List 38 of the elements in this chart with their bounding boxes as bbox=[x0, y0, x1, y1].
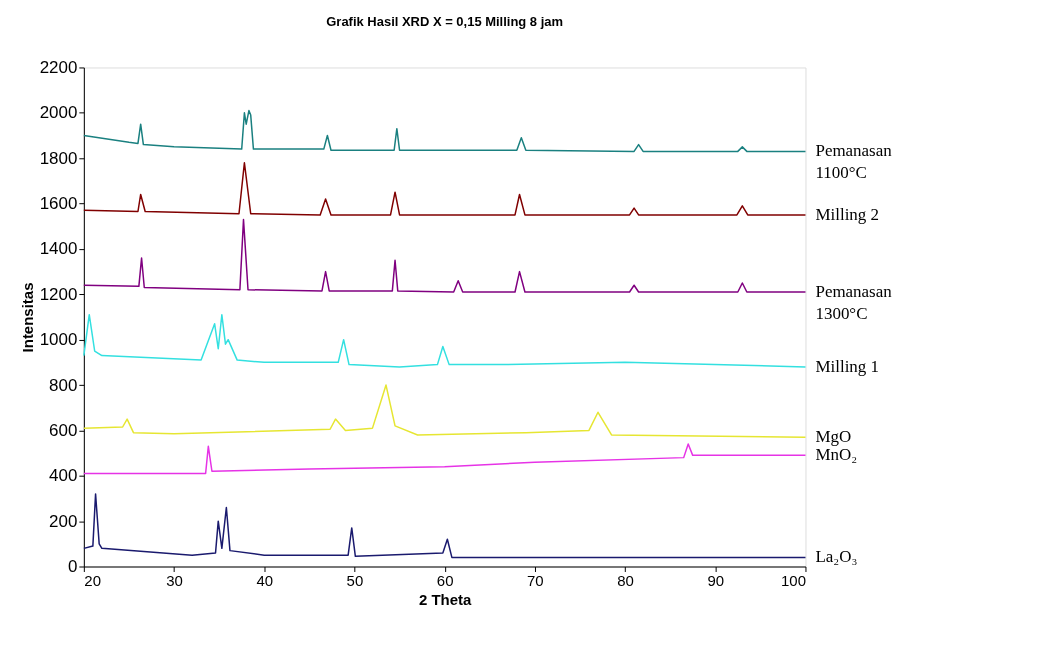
line-series bbox=[83, 218, 807, 293]
y-tick-label: 2200 bbox=[39, 57, 78, 77]
y-axis-title: Intensitas bbox=[18, 282, 36, 353]
x-tick-label: 40 bbox=[256, 571, 274, 589]
x-axis-title: 2 Theta bbox=[418, 590, 473, 608]
line-series bbox=[83, 161, 807, 216]
series-label: MgO bbox=[815, 427, 852, 447]
series-label: Pemanasan 1300°C bbox=[815, 282, 893, 323]
y-tick-label: 1000 bbox=[39, 330, 78, 350]
x-tick-label: 90 bbox=[707, 571, 725, 589]
y-tick-label: 1400 bbox=[39, 239, 78, 259]
x-tick-label: 80 bbox=[617, 571, 634, 589]
series-label: Milling 2 bbox=[815, 204, 880, 224]
y-tick-label: 400 bbox=[49, 466, 78, 486]
line-series bbox=[83, 384, 807, 438]
series-label: Milling 1 bbox=[815, 356, 880, 376]
y-tick-label: 600 bbox=[49, 420, 78, 440]
line-series bbox=[83, 493, 807, 559]
y-tick-label: 2000 bbox=[39, 103, 78, 123]
x-tick-label: 50 bbox=[346, 571, 364, 589]
series-label: Pemanasan 1100°C bbox=[815, 141, 893, 183]
line-series bbox=[83, 109, 807, 153]
series-label: La₂O₃ bbox=[815, 547, 858, 567]
x-tick-label: 100 bbox=[780, 571, 806, 589]
x-tick-label: 20 bbox=[84, 571, 101, 589]
line-series bbox=[83, 443, 807, 475]
y-tick-label: 800 bbox=[49, 375, 78, 395]
y-tick-label: 1600 bbox=[39, 194, 78, 214]
x-tick-label: 60 bbox=[436, 571, 454, 589]
line-series bbox=[83, 313, 807, 368]
x-tick-label: 70 bbox=[527, 571, 544, 589]
y-tick-label: 1800 bbox=[39, 148, 78, 168]
series-label: MnO₂ bbox=[815, 445, 858, 465]
chart-title: Grafik Hasil XRD X = 0,15 Milling 8 jam bbox=[326, 13, 564, 29]
x-tick-label: 30 bbox=[166, 571, 183, 589]
y-tick-label: 0 bbox=[67, 557, 78, 576]
y-tick-label: 1200 bbox=[39, 284, 78, 304]
y-tick-label: 200 bbox=[49, 511, 78, 531]
